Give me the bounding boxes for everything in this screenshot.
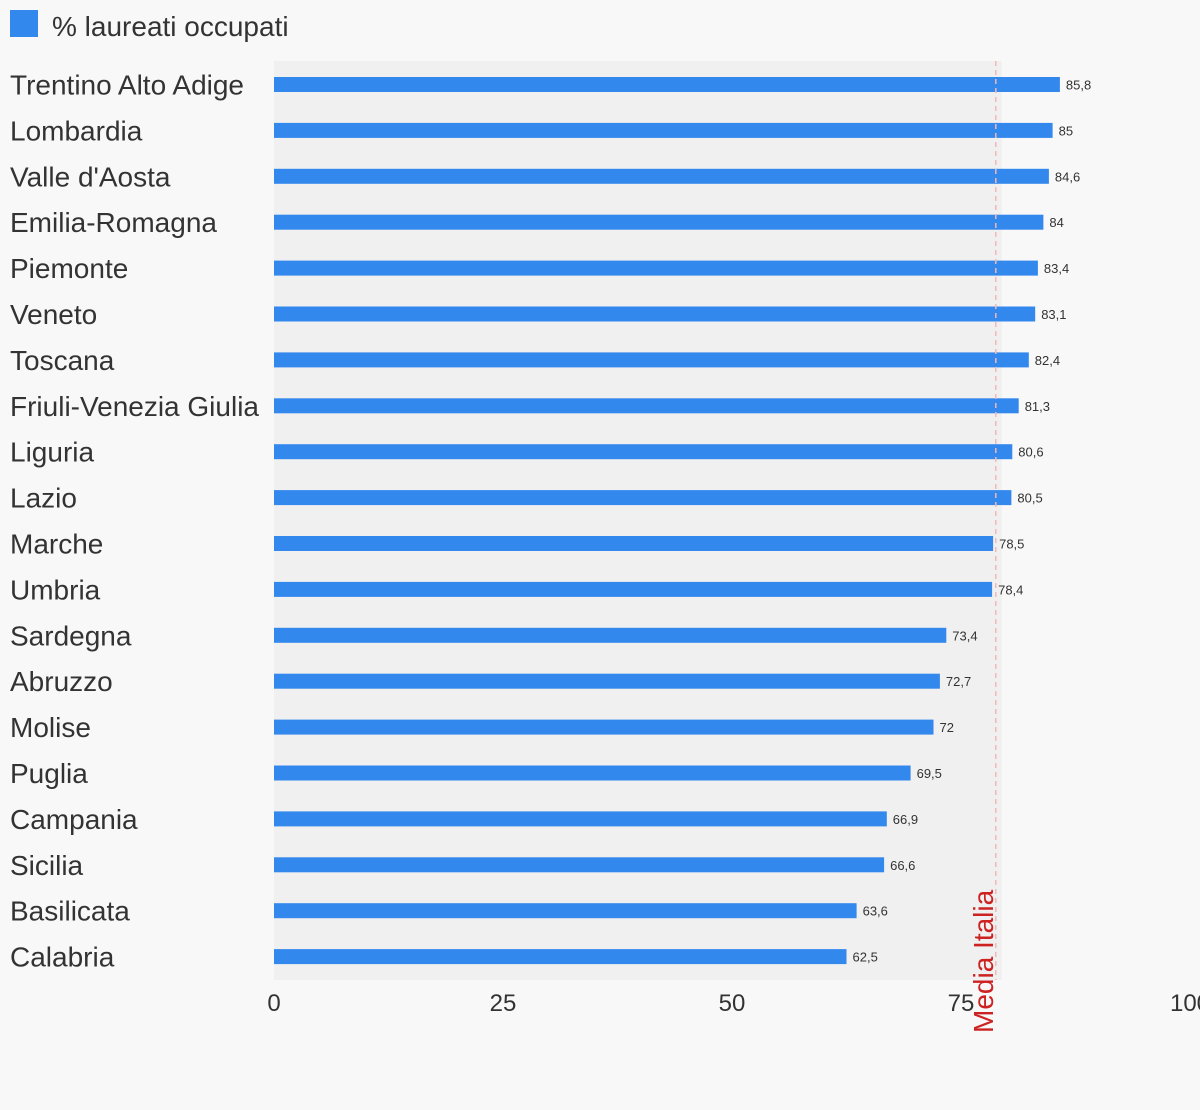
bar (274, 306, 1036, 322)
value-label: 63,6 (863, 904, 888, 919)
category-label: Sicilia (10, 850, 84, 881)
x-tick-label: 50 (719, 990, 746, 1017)
value-label: 69,5 (917, 766, 942, 781)
category-labels: Trentino Alto Adige Lombardia Valle d'Aost… (10, 70, 259, 973)
x-tick-label: 75 (948, 990, 975, 1017)
bar (274, 122, 1053, 138)
bar (274, 536, 994, 551)
value-label: 62,5 (853, 950, 878, 965)
value-label: 73,4 (952, 628, 977, 643)
category-label: Calabria (10, 942, 115, 973)
bar (274, 260, 1038, 276)
bar (274, 903, 857, 919)
category-label: Veneto (10, 299, 97, 330)
category-label: Lombardia (10, 115, 143, 146)
x-axis-ticks: 0 25 50 75 100 (267, 990, 1200, 1017)
category-label: Lazio (10, 483, 77, 514)
category-label: Emilia-Romagna (10, 207, 217, 238)
category-label: Valle d'Aosta (10, 161, 171, 192)
bars-layer (274, 77, 1060, 965)
bar (274, 627, 947, 643)
bar (274, 719, 934, 735)
category-label: Campania (10, 804, 138, 835)
value-label: 84 (1049, 215, 1063, 230)
value-label: 85 (1059, 123, 1073, 138)
category-label: Abruzzo (10, 666, 113, 697)
category-label: Piemonte (10, 253, 128, 284)
x-tick-label: 0 (267, 990, 280, 1017)
bar (274, 765, 911, 781)
bar (274, 398, 1019, 414)
value-label: 66,6 (890, 858, 915, 873)
bar (274, 811, 887, 827)
category-label: Sardegna (10, 620, 132, 651)
category-label: Friuli-Venezia Giulia (10, 391, 259, 422)
category-label: Umbria (10, 574, 101, 605)
value-labels: 85,8 85 84,6 84 83,4 83,1 82,4 81,3 80,6 80,5 78,5… (853, 78, 1092, 965)
bar (274, 949, 847, 965)
legend-label: % laureati occupati (52, 11, 289, 42)
bar (274, 352, 1029, 368)
value-label: 78,5 (999, 537, 1024, 552)
value-label: 78,4 (998, 582, 1023, 597)
value-label: 72,7 (946, 674, 971, 689)
media-italia-label: Media Italia (968, 889, 999, 1033)
plot-area-background (274, 61, 1002, 980)
value-label: 84,6 (1055, 169, 1080, 184)
bar (274, 490, 1012, 506)
value-label: 82,4 (1035, 353, 1060, 368)
x-tick-label: 100 (1170, 990, 1200, 1017)
value-label: 72 (940, 720, 954, 735)
category-label: Toscana (10, 345, 115, 376)
value-label: 81,3 (1025, 399, 1050, 414)
value-label: 83,4 (1044, 261, 1069, 276)
category-label: Molise (10, 712, 91, 743)
value-label: 80,5 (1017, 491, 1042, 506)
bar (274, 444, 1013, 460)
value-label: 83,1 (1041, 307, 1066, 322)
bar (274, 214, 1044, 230)
legend-swatch (10, 10, 38, 37)
x-tick-label: 25 (490, 990, 517, 1017)
category-label: Marche (10, 529, 103, 560)
bar (274, 168, 1049, 184)
category-label: Basilicata (10, 896, 130, 927)
category-label: Trentino Alto Adige (10, 70, 244, 101)
category-label: Liguria (10, 437, 94, 468)
bar (274, 673, 940, 689)
value-label: 85,8 (1066, 78, 1091, 93)
value-label: 80,6 (1018, 445, 1043, 460)
bar (274, 857, 885, 873)
bar (274, 581, 993, 597)
value-label: 66,9 (893, 812, 918, 827)
category-label: Puglia (10, 758, 88, 789)
bar (274, 77, 1060, 92)
